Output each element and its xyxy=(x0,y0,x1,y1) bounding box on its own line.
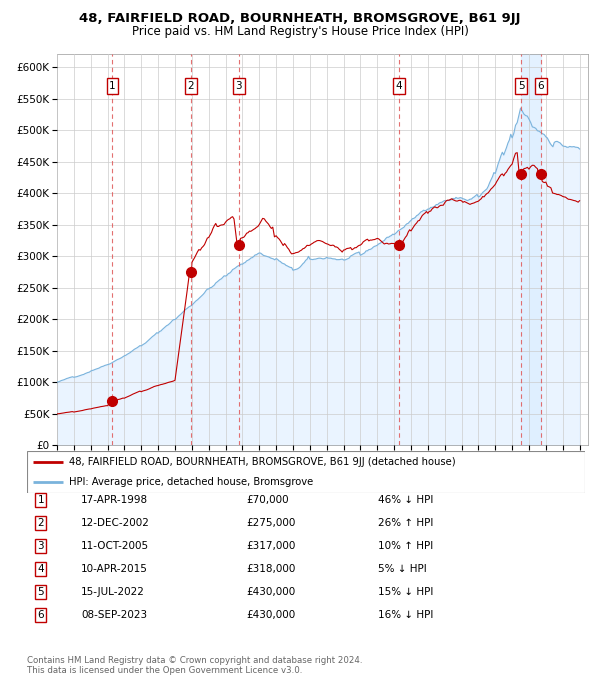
Bar xyxy=(546,54,588,445)
Text: 15% ↓ HPI: 15% ↓ HPI xyxy=(378,588,433,597)
Text: 1: 1 xyxy=(109,81,116,91)
Text: 10-APR-2015: 10-APR-2015 xyxy=(81,564,148,574)
Text: £430,000: £430,000 xyxy=(246,588,295,597)
Text: 48, FAIRFIELD ROAD, BOURNHEATH, BROMSGROVE, B61 9JJ: 48, FAIRFIELD ROAD, BOURNHEATH, BROMSGRO… xyxy=(79,12,521,25)
Text: 08-SEP-2023: 08-SEP-2023 xyxy=(81,611,147,620)
Text: 4: 4 xyxy=(395,81,402,91)
Text: 46% ↓ HPI: 46% ↓ HPI xyxy=(378,495,433,505)
Text: 1: 1 xyxy=(37,495,44,505)
Text: Price paid vs. HM Land Registry's House Price Index (HPI): Price paid vs. HM Land Registry's House … xyxy=(131,25,469,38)
Text: HPI: Average price, detached house, Bromsgrove: HPI: Average price, detached house, Brom… xyxy=(69,477,313,487)
Text: 17-APR-1998: 17-APR-1998 xyxy=(81,495,148,505)
Text: This data is licensed under the Open Government Licence v3.0.: This data is licensed under the Open Gov… xyxy=(27,666,302,675)
Text: 11-OCT-2005: 11-OCT-2005 xyxy=(81,541,149,551)
Text: 2: 2 xyxy=(188,81,194,91)
Text: 16% ↓ HPI: 16% ↓ HPI xyxy=(378,611,433,620)
Text: 5: 5 xyxy=(518,81,524,91)
Text: £317,000: £317,000 xyxy=(246,541,295,551)
Text: 5% ↓ HPI: 5% ↓ HPI xyxy=(378,564,427,574)
Bar xyxy=(521,54,541,445)
Bar xyxy=(546,54,588,445)
Text: 4: 4 xyxy=(37,564,44,574)
Text: £275,000: £275,000 xyxy=(246,518,295,528)
Text: £430,000: £430,000 xyxy=(246,611,295,620)
Text: 6: 6 xyxy=(37,611,44,620)
Text: 3: 3 xyxy=(37,541,44,551)
Text: £318,000: £318,000 xyxy=(246,564,295,574)
Text: 3: 3 xyxy=(235,81,242,91)
Text: 6: 6 xyxy=(538,81,544,91)
Text: 5: 5 xyxy=(37,588,44,597)
Text: 2: 2 xyxy=(37,518,44,528)
FancyBboxPatch shape xyxy=(27,451,585,493)
Text: 12-DEC-2002: 12-DEC-2002 xyxy=(81,518,150,528)
Text: 48, FAIRFIELD ROAD, BOURNHEATH, BROMSGROVE, B61 9JJ (detached house): 48, FAIRFIELD ROAD, BOURNHEATH, BROMSGRO… xyxy=(69,457,455,467)
Text: £70,000: £70,000 xyxy=(246,495,289,505)
Text: Contains HM Land Registry data © Crown copyright and database right 2024.: Contains HM Land Registry data © Crown c… xyxy=(27,656,362,665)
Text: 15-JUL-2022: 15-JUL-2022 xyxy=(81,588,145,597)
Text: 26% ↑ HPI: 26% ↑ HPI xyxy=(378,518,433,528)
Text: 10% ↑ HPI: 10% ↑ HPI xyxy=(378,541,433,551)
